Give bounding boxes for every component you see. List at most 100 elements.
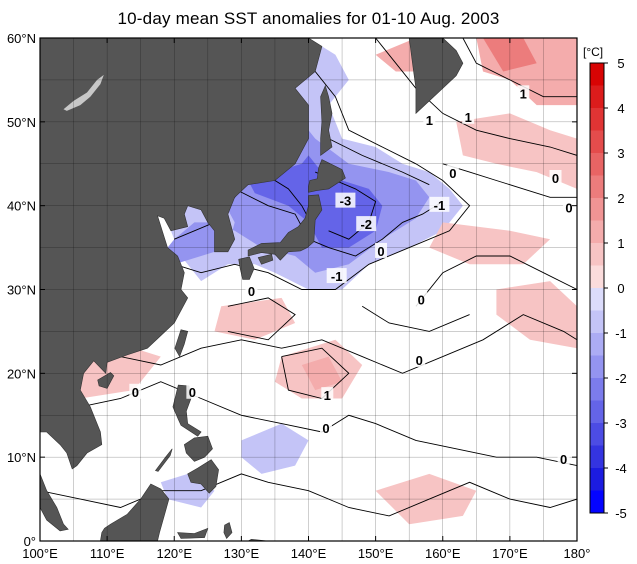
land-hainan	[97, 372, 115, 389]
colorbar: 5 4 3 2 1 0 -1 -2 -3 -4 -5	[589, 56, 627, 521]
colorbar-swatch	[590, 243, 604, 266]
colorbar-swatch	[590, 288, 604, 311]
land-hokkaido	[308, 159, 346, 193]
x-tick-label: 150°E	[358, 546, 394, 561]
x-tick-label: 130°E	[224, 546, 260, 561]
axis-layer: 100°E 110°E 120°E 130°E 140°E 150°E 160°E 170°E…	[7, 31, 590, 561]
land-layer	[40, 38, 464, 541]
contour-label: 0	[552, 171, 559, 186]
contour-label: 0	[189, 385, 196, 400]
colorbar-swatch	[590, 400, 604, 423]
contour-label-bg	[326, 268, 347, 284]
contour-label-bg	[321, 387, 334, 403]
map-title: 10-day mean SST anomalies for 01-10 Aug.…	[117, 9, 500, 28]
colorbar-swatch	[590, 445, 604, 468]
contour-label-bg	[129, 383, 142, 399]
contour-label: 0	[377, 244, 384, 259]
contour-label-bg	[446, 164, 459, 180]
land-visayas	[183, 435, 213, 462]
land-sulawesi_n	[177, 527, 209, 539]
contour-label: -1	[434, 198, 446, 213]
colorbar-tick-label: -1	[615, 326, 627, 341]
colorbar-swatch	[590, 378, 604, 401]
x-tick-label: 110°E	[90, 546, 125, 561]
contour-label-bg	[415, 291, 428, 307]
contour-line	[415, 255, 577, 307]
contour-label-bg	[319, 419, 332, 435]
y-tick-label: 20°N	[7, 366, 36, 381]
land-taiwan	[174, 329, 189, 358]
y-tick-label: 60°N	[7, 31, 36, 46]
contour-label: 0	[416, 353, 423, 368]
colorbar-swatch	[590, 333, 604, 356]
colorbar-swatch	[590, 108, 604, 131]
contour-label-bg	[517, 85, 530, 101]
contour-label-bg	[413, 351, 426, 367]
contour-label: 0	[449, 166, 456, 181]
land-halmahera	[223, 522, 233, 540]
colorbar-swatch	[590, 310, 604, 333]
colorbar-tick-label: -2	[615, 371, 627, 386]
contour-label: 0	[132, 385, 139, 400]
contour-label-bg	[335, 192, 356, 208]
colorbar-swatch	[590, 265, 604, 288]
colorbar-swatch	[590, 85, 604, 108]
colorbar-swatch	[590, 153, 604, 176]
colorbar-swatch	[590, 490, 604, 513]
y-tick-label: 30°N	[7, 283, 36, 298]
colorbar-tick-label: 1	[617, 236, 624, 251]
land-kamchatka	[408, 38, 464, 115]
land-luzon	[172, 384, 202, 437]
colorbar-swatch	[590, 220, 604, 243]
contour-label: 0	[322, 421, 329, 436]
contour-line	[227, 297, 296, 341]
x-tick-label: 170°E	[492, 546, 528, 561]
colorbar-tick-label: 4	[617, 101, 624, 116]
x-tick-label: 120°E	[156, 546, 192, 561]
colorbar-tick-label: -3	[615, 416, 627, 431]
contour-line	[281, 347, 350, 399]
contour-label-bg	[429, 196, 450, 212]
colorbar-swatch	[590, 175, 604, 198]
contour-label-bg	[374, 242, 387, 258]
y-tick-label: 10°N	[7, 450, 36, 465]
land-palawan	[155, 448, 173, 472]
y-tick-label: 50°N	[7, 115, 36, 130]
land-mindanao	[187, 459, 219, 494]
land-sakhalin	[320, 84, 333, 156]
y-tick-label: 40°N	[7, 199, 36, 214]
contour-line	[174, 54, 471, 290]
colorbar-swatch	[590, 355, 604, 378]
colorbar-swatch	[590, 198, 604, 221]
x-tick-label: 140°E	[291, 546, 327, 561]
x-tick-label: 160°E	[425, 546, 461, 561]
colorbar-swatch	[590, 130, 604, 153]
contour-label-bg	[356, 216, 377, 232]
colorbar-swatch	[590, 468, 604, 491]
contour-label: 1	[324, 388, 331, 403]
contour-label: 0	[560, 452, 567, 467]
land-shikoku	[257, 253, 274, 265]
contour-label: -2	[360, 217, 372, 232]
x-tick-label: 100°E	[22, 546, 58, 561]
colorbar-tick-label: -5	[615, 506, 627, 521]
contour-label-bg	[462, 108, 475, 124]
contour-label: 0	[418, 293, 425, 308]
land-malaya	[40, 473, 69, 532]
x-tick-label: 180°	[564, 546, 591, 561]
colorbar-tick-label: 0	[617, 281, 624, 296]
grid-layer	[40, 38, 577, 541]
colorbar-tick-label: 3	[617, 146, 624, 161]
contour-label: 1	[426, 113, 433, 128]
land-kyushu	[238, 256, 255, 280]
contour-label: -3	[340, 194, 352, 209]
contour-label-bg	[423, 112, 436, 128]
y-tick-label: 0°	[24, 534, 36, 549]
contour-label-bg	[186, 383, 199, 399]
anomaly-region	[429, 222, 551, 265]
contour-label-bg	[245, 283, 258, 299]
contour-label-bg	[557, 450, 570, 466]
